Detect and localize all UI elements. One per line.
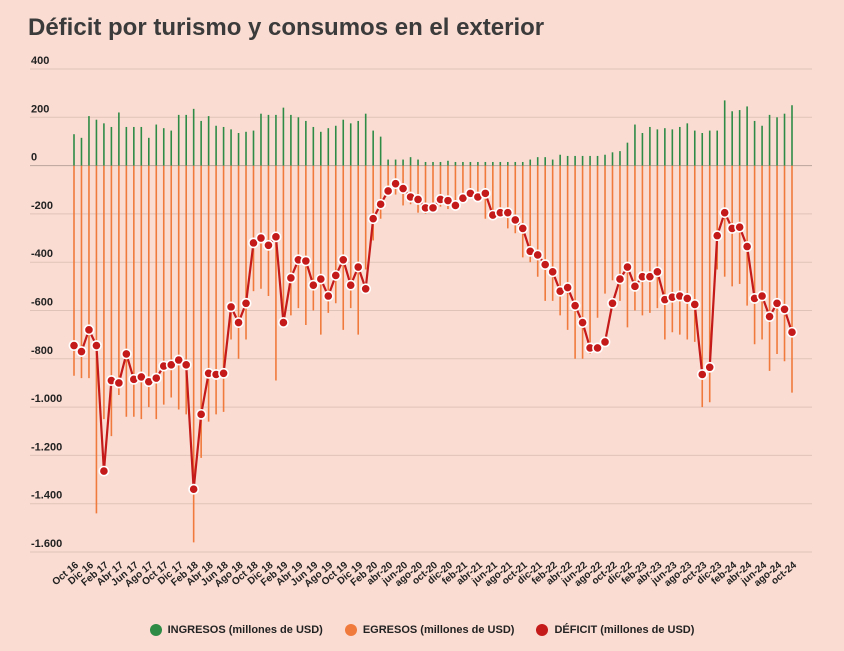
- deficit-point: [337, 254, 349, 266]
- legend-item-deficit[interactable]: DÉFICIT (millones de USD): [536, 624, 694, 636]
- deficit-point: [614, 273, 626, 285]
- deficit-point: [779, 303, 790, 315]
- deficit-point: [307, 279, 319, 291]
- legend-swatch-ingresos: [149, 624, 162, 636]
- deficit-point: [135, 371, 147, 383]
- legend-swatch-deficit: [536, 624, 549, 636]
- deficit-point: [681, 293, 693, 304]
- deficit-point: [599, 336, 611, 348]
- deficit-point: [517, 222, 529, 234]
- deficit-point: [195, 408, 207, 420]
- deficit-point: [120, 348, 132, 360]
- deficit-point: [479, 187, 491, 199]
- deficit-point: [91, 340, 102, 351]
- legend-label-egresos: EGRESOS (millones de USD): [362, 624, 515, 636]
- deficit-point: [457, 192, 469, 204]
- deficit-point: [390, 178, 402, 190]
- deficit-point: [509, 214, 521, 226]
- legend-item-egresos[interactable]: EGRESOS (millones de USD): [344, 624, 515, 636]
- legend-label-deficit: DÉFICIT (millones de USD): [554, 624, 695, 636]
- deficit-point: [248, 237, 259, 249]
- deficit-line: [73, 182, 794, 491]
- y-tick-label: -1.000: [31, 393, 62, 405]
- deficit-point: [165, 359, 177, 371]
- deficit-point: [255, 232, 267, 244]
- y-tick-label: -1.400: [31, 490, 62, 502]
- deficit-point: [360, 283, 372, 295]
- deficit-point: [532, 249, 544, 261]
- deficit-point: [322, 290, 334, 302]
- legend-swatch-egresos: [344, 624, 357, 636]
- deficit-point: [644, 271, 656, 283]
- deficit-point: [704, 361, 716, 373]
- deficit-point: [442, 195, 454, 207]
- y-tick-label: -400: [31, 248, 53, 260]
- deficit-point: [711, 230, 723, 242]
- deficit-point: [83, 324, 95, 336]
- y-tick-label: -200: [31, 200, 53, 212]
- deficit-point: [352, 261, 364, 273]
- deficit-point: [270, 231, 282, 243]
- deficit-point: [300, 255, 312, 267]
- deficit-point: [651, 266, 663, 278]
- deficit-point: [150, 372, 162, 384]
- deficit-point: [98, 465, 110, 477]
- y-tick-label: -600: [31, 297, 53, 309]
- deficit-point: [397, 183, 409, 194]
- deficit-point: [592, 342, 603, 354]
- deficit-point: [233, 317, 244, 328]
- deficit-point: [734, 221, 746, 233]
- deficit-point: [285, 272, 297, 284]
- deficit-point: [562, 282, 574, 293]
- deficit-point: [607, 297, 618, 309]
- deficit-point: [696, 369, 708, 380]
- deficit-point: [345, 279, 357, 291]
- y-tick-label: -800: [31, 345, 53, 357]
- y-tick-label: 400: [31, 55, 49, 67]
- deficit-point: [741, 241, 753, 252]
- deficit-point: [756, 290, 768, 302]
- y-tick-label: 200: [31, 103, 49, 115]
- deficit-point: [225, 301, 237, 313]
- deficit-point: [263, 239, 274, 251]
- deficit-point: [76, 346, 87, 357]
- deficit-point: [427, 202, 439, 214]
- deficit-point: [689, 299, 701, 310]
- chart-title: Déficit por turismo y consumos en el ext…: [28, 14, 545, 41]
- legend-label-ingresos: INGRESOS (millones de USD): [167, 624, 323, 636]
- deficit-point: [450, 200, 461, 211]
- deficit-point: [412, 194, 424, 205]
- y-tick-label: 0: [31, 152, 37, 164]
- legend: INGRESOS (millones de USD) EGRESOS (mill…: [0, 624, 844, 636]
- deficit-point: [622, 261, 633, 273]
- deficit-point: [786, 326, 798, 338]
- deficit-point: [375, 198, 387, 210]
- y-tick-label: -1.600: [31, 538, 62, 550]
- deficit-point: [577, 317, 588, 328]
- deficit-point: [569, 300, 581, 312]
- deficit-point: [771, 297, 783, 309]
- deficit-point: [240, 297, 252, 309]
- deficit-point: [629, 280, 641, 292]
- legend-item-ingresos[interactable]: INGRESOS (millones de USD): [149, 624, 323, 636]
- deficit-point: [719, 207, 731, 219]
- deficit-point: [502, 207, 514, 219]
- deficit-point: [68, 340, 80, 351]
- chart-svg: 400 200 0 -200 -400 -600 -800 -1.000 -1.200 -1.40…: [30, 55, 812, 590]
- deficit-point: [180, 359, 192, 371]
- deficit-point: [764, 311, 775, 322]
- deficit-point: [315, 273, 327, 285]
- deficit-point: [367, 213, 379, 225]
- deficit-point: [113, 377, 125, 389]
- deficit-point: [547, 266, 559, 278]
- y-tick-label: -1.200: [31, 441, 62, 453]
- deficit-point: [382, 185, 394, 197]
- deficit-point: [539, 259, 551, 271]
- deficit-point: [218, 367, 229, 379]
- deficit-point: [188, 483, 200, 495]
- deficit-point: [330, 270, 342, 281]
- deficit-point: [278, 317, 289, 328]
- deficit-point: [173, 354, 185, 366]
